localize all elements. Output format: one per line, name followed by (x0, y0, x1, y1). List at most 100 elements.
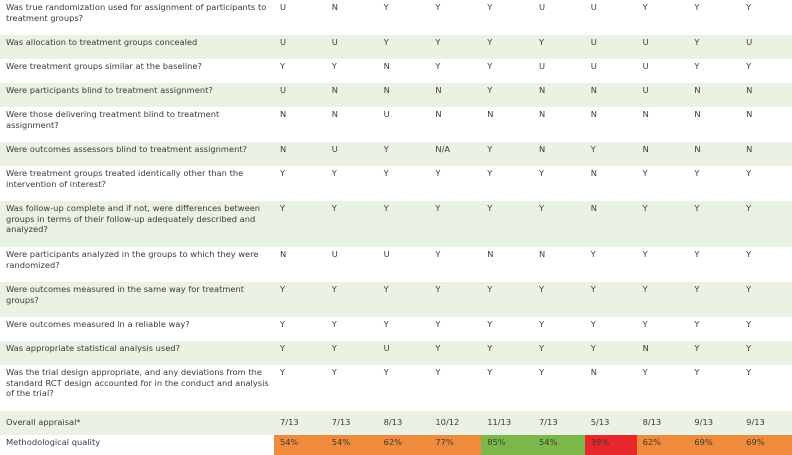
rating-cell: Y (538, 319, 545, 329)
rating-cell: Y (377, 282, 430, 317)
rating-cell: U (383, 109, 390, 119)
rating-cell: N (636, 142, 689, 166)
rating-cell: U (636, 83, 689, 107)
rating-cell: Y (740, 282, 792, 317)
rating-cell: N (688, 83, 741, 107)
rating-cell: Y (325, 201, 378, 247)
rating-cell: Y (694, 367, 700, 377)
table-row: Was appropriate statistical analysis use… (0, 341, 792, 365)
rating-cell: Y (740, 341, 792, 365)
table-row: Was true randomization used for assignme… (0, 0, 792, 35)
rating-cell: Y (590, 249, 596, 259)
rating-cell: Y (429, 35, 482, 59)
rating-cell: Y (429, 201, 482, 247)
rating-cell: N (487, 249, 494, 259)
rating-cell: U (274, 35, 326, 59)
rating-cell: N (590, 367, 597, 377)
rating-cell: Y (688, 35, 741, 59)
rating-cell: N (280, 109, 287, 119)
quality-percent-cell: 62% (377, 435, 430, 455)
overall-score-cell: 11/13 (481, 411, 533, 435)
rating-cell: N (331, 2, 339, 12)
rating-cell: U (590, 2, 597, 12)
rating-cell: N (331, 109, 339, 119)
table-row: Was allocation to treatment groups conce… (0, 35, 792, 59)
rating-cell: Y (280, 367, 286, 377)
rating-cell: Y (429, 282, 482, 317)
rating-cell: Y (481, 282, 533, 317)
rating-cell: Y (746, 61, 752, 71)
rating-cell: Y (331, 61, 337, 71)
rating-cell: N (532, 83, 585, 107)
criterion-label: Were those delivering treatment blind to… (6, 109, 220, 130)
overall-score-cell: 7/13 (274, 411, 326, 435)
rating-cell: Y (746, 249, 752, 259)
rating-cell: Y (694, 61, 700, 71)
rating-cell: Y (481, 83, 533, 107)
rating-cell: Y (740, 201, 792, 247)
rating-cell: N (538, 249, 546, 259)
rating-cell: N (584, 201, 637, 247)
rating-cell: Y (435, 61, 441, 71)
quality-percent-cell: 54% (325, 435, 378, 455)
overall-appraisal-row: Overall appraisal* 7/13 7/13 8/13 10/12 11/13… (0, 411, 792, 435)
overall-score-cell: 8/13 (636, 411, 689, 435)
overall-score-cell: 5/13 (584, 411, 637, 435)
rating-cell: U (636, 35, 689, 59)
quality-percent-cell: 69% (688, 435, 741, 455)
rating-cell: N (487, 109, 494, 119)
rating-cell: U (383, 249, 390, 259)
rating-cell: Y (377, 142, 430, 166)
rating-cell: N (694, 109, 701, 119)
rating-cell: Y (274, 282, 326, 317)
quality-percent-cell: 39% (584, 435, 637, 455)
rating-cell: Y (435, 249, 441, 259)
rating-cell: Y (746, 367, 752, 377)
criterion-label: Was true randomization used for assignme… (6, 2, 267, 23)
overall-score-cell: 7/13 (325, 411, 378, 435)
rating-cell: N (538, 109, 546, 119)
rating-cell: N (740, 83, 792, 107)
rating-cell: Y (694, 319, 700, 329)
rating-cell: Y (746, 2, 752, 12)
criterion-label: Were participants blind to treatment ass… (0, 83, 274, 107)
rating-cell: Y (538, 168, 545, 178)
rating-cell: Y (487, 61, 493, 71)
rating-cell: N (429, 83, 482, 107)
quality-percent-cell: 62% (636, 435, 689, 455)
methodological-quality-label: Methodological quality (0, 435, 274, 455)
rating-cell: Y (487, 2, 493, 12)
rating-cell: Y (377, 35, 430, 59)
criterion-label: Were outcomes measured in a reliable way… (6, 319, 190, 329)
rating-cell: Y (331, 367, 337, 377)
table-row: Was the trial design appropriate, and an… (0, 365, 792, 411)
overall-score-cell: 9/13 (688, 411, 741, 435)
rating-cell: Y (688, 201, 741, 247)
rating-cell: Y (481, 201, 533, 247)
rating-cell: Y (590, 319, 596, 329)
rating-cell: U (280, 2, 287, 12)
overall-appraisal-label: Overall appraisal* (0, 411, 274, 435)
rating-cell: N/A (429, 142, 482, 166)
rating-cell: Y (532, 201, 585, 247)
overall-score-cell: 8/13 (377, 411, 430, 435)
criterion-label: Was the trial design appropriate, and an… (6, 367, 269, 398)
rating-cell: U (642, 61, 649, 71)
quality-percent-cell: 69% (740, 435, 792, 455)
rating-cell: Y (481, 35, 533, 59)
rating-cell: Y (688, 341, 741, 365)
rating-cell: Y (377, 201, 430, 247)
rating-cell: Y (746, 319, 752, 329)
rating-cell: U (538, 61, 546, 71)
rating-cell: Y (642, 367, 648, 377)
rating-cell: N (383, 61, 390, 71)
rating-cell: Y (280, 168, 286, 178)
criterion-label: Were treatment groups similar at the bas… (6, 61, 202, 71)
rating-cell: Y (435, 319, 441, 329)
table-row: Was follow-up complete and if not, were … (0, 201, 792, 247)
table-row: Were treatment groups similar at the bas… (0, 59, 792, 83)
rating-cell: Y (429, 341, 482, 365)
rating-cell: Y (584, 142, 637, 166)
rating-cell: Y (274, 201, 326, 247)
